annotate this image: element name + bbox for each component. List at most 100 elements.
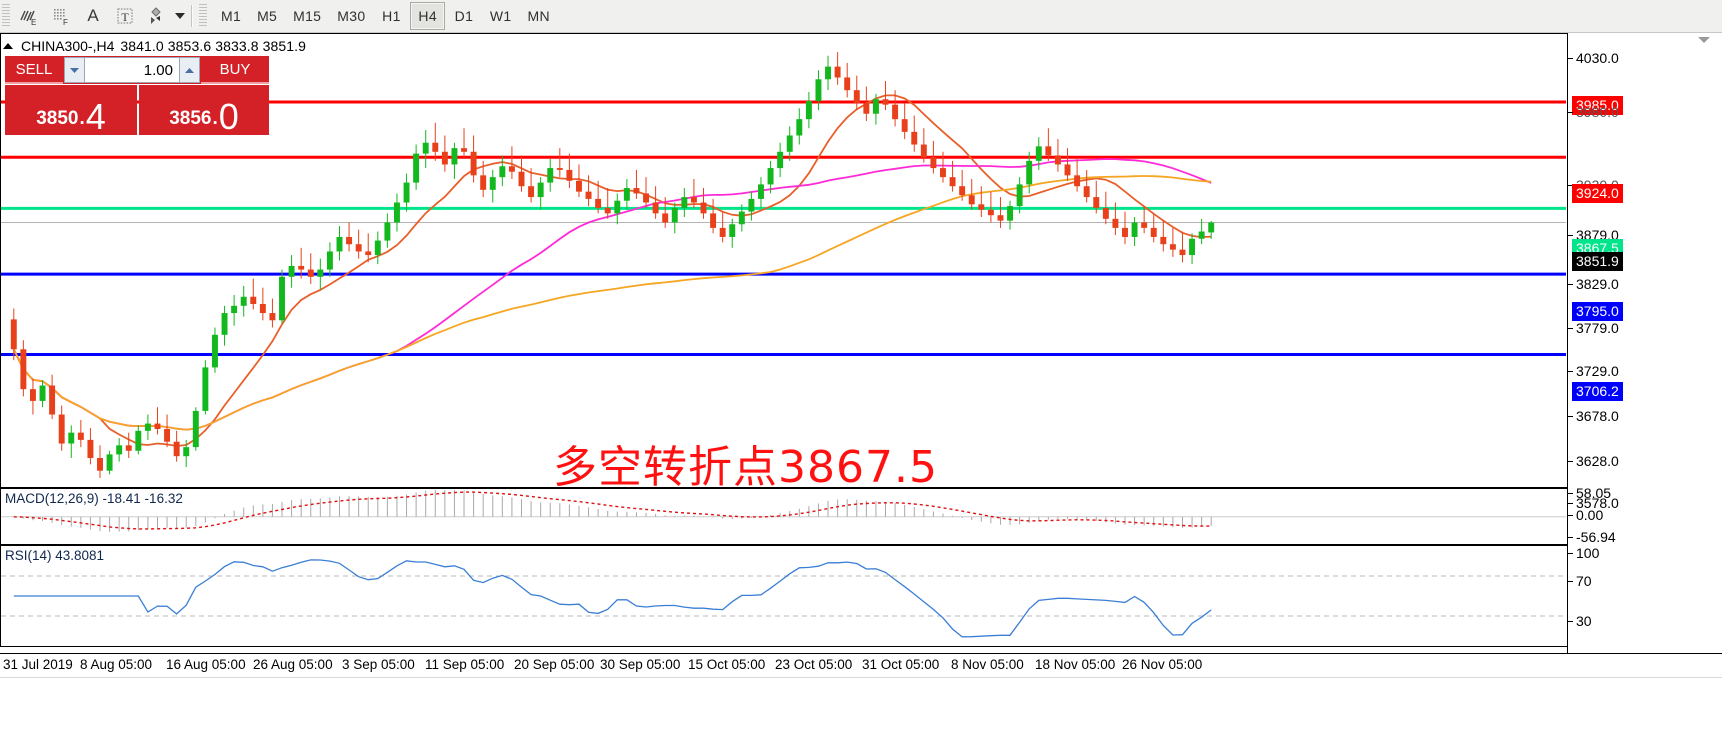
volume-input[interactable]: 1.00 [85, 57, 179, 83]
price-tick-3706-2[interactable]: 3706.2 [1568, 381, 1623, 401]
macd-pane[interactable] [0, 488, 1567, 545]
candle-body [1141, 222, 1148, 228]
sell-button[interactable]: SELL [5, 56, 63, 84]
candle-body [49, 385, 56, 415]
candle-body [681, 197, 688, 208]
rsi-pane[interactable] [0, 545, 1567, 647]
candle-body [97, 458, 103, 471]
time-label: 3 Sep 05:00 [342, 657, 415, 672]
timeframe-button-d1[interactable]: D1 [454, 8, 474, 24]
candle-body [997, 215, 1004, 221]
timeframe-button-h1[interactable]: H1 [382, 8, 401, 24]
timeframe-grip[interactable] [199, 4, 207, 28]
candle-body [154, 423, 161, 430]
candle-body [202, 367, 209, 411]
crosshair-grid-icon[interactable]: F [45, 2, 77, 30]
chart-area[interactable]: MACD(12,26,9) -18.41 -16.32 RSI(14) 43.8… [0, 33, 1722, 753]
time-label: 30 Sep 05:00 [600, 657, 681, 672]
candle-body [796, 119, 803, 136]
candle-body [432, 142, 439, 152]
buy-button[interactable]: BUY [201, 56, 269, 84]
one-click-trading-panel[interactable]: SELL 1.00 BUY 3850 . 4 [5, 56, 269, 135]
rsi-line [13, 559, 1212, 638]
candle-body [777, 151, 784, 169]
sell-price-display[interactable]: 3850 . 4 [5, 85, 137, 135]
macd-label: MACD(12,26,9) -18.41 -16.32 [5, 491, 183, 506]
svg-text:E: E [31, 18, 36, 27]
volume-stepper[interactable]: 1.00 [63, 56, 201, 84]
candle-body [365, 251, 372, 256]
candle-body [1131, 222, 1138, 237]
candle-body [853, 90, 860, 103]
chart-bottom-strip [0, 677, 1722, 753]
candle-body [595, 198, 602, 208]
candle-body [671, 207, 678, 223]
volume-increase-button[interactable] [179, 57, 200, 83]
text-label-icon[interactable]: A [87, 6, 99, 25]
indicator-tick-58m05: 58.05 [1568, 485, 1611, 501]
tick-mark [1568, 552, 1573, 554]
price-tick-3851-9[interactable]: 3851.9 [1568, 251, 1623, 271]
text-box-icon[interactable]: T [109, 2, 141, 30]
price-tick-label: 3795.0 [1572, 301, 1623, 321]
candle-body [1160, 236, 1167, 245]
price-tick-label: 3980.0 [1576, 104, 1619, 120]
candle-body [10, 319, 17, 350]
candle-body [1045, 146, 1052, 156]
objects-dropdown-caret-icon[interactable] [173, 2, 187, 30]
price-tick-3985-0[interactable]: 3985.0 [1568, 95, 1623, 115]
toolbar-grip[interactable] [2, 4, 10, 28]
candle-body [87, 439, 94, 459]
indicator-tick-label: 70 [1576, 573, 1592, 589]
price-tick-3924-0[interactable]: 3924.0 [1568, 183, 1623, 203]
time-label: 8 Nov 05:00 [951, 657, 1024, 672]
price-tick-label: 3706.2 [1572, 381, 1623, 401]
candle-body [192, 410, 199, 448]
time-label: 11 Sep 05:00 [425, 657, 505, 672]
chart-collapse-arrow-icon[interactable] [1698, 37, 1710, 43]
volume-decrease-button[interactable] [64, 57, 85, 83]
timeframe-button-mn[interactable]: MN [527, 8, 550, 24]
timeframe-button-h4[interactable]: H4 [410, 2, 445, 30]
price-tick-3795-0[interactable]: 3795.0 [1568, 301, 1623, 321]
candle-body [422, 142, 429, 154]
timeframe-button-m30[interactable]: M30 [337, 8, 366, 24]
candle-body [20, 349, 27, 390]
candle-body [758, 184, 764, 199]
price-scale[interactable]: 4030.03985.03980.03930.03924.03879.03867… [1567, 33, 1722, 653]
timeframe-button-w1[interactable]: W1 [489, 8, 512, 24]
tick-mark [1568, 57, 1573, 59]
buy-price-display[interactable]: 3856 . 0 [139, 85, 269, 135]
candle-body [604, 207, 611, 214]
candle-body [815, 79, 822, 102]
tick-mark [1568, 492, 1573, 494]
price-tick-label: 3924.0 [1572, 183, 1623, 203]
candle-body [346, 236, 353, 245]
candle-body [1169, 244, 1176, 250]
candle-body [374, 240, 381, 256]
candle-body [1208, 222, 1215, 233]
candle-body [614, 200, 621, 214]
candle-body [566, 169, 573, 181]
time-label: 23 Oct 05:00 [775, 657, 853, 672]
time-label: 31 Oct 05:00 [862, 657, 940, 672]
candle-body [298, 265, 305, 270]
timeframe-button-m15[interactable]: M15 [293, 8, 322, 24]
candle-body [307, 269, 314, 277]
timeframe-button-m5[interactable]: M5 [257, 8, 278, 24]
collapse-triangle-icon[interactable] [3, 42, 13, 49]
oct-controls-row: SELL 1.00 BUY [5, 56, 269, 84]
objects-icon[interactable] [141, 2, 173, 30]
candle-body [441, 151, 448, 165]
tick-mark [1568, 502, 1573, 504]
timeframe-button-m1[interactable]: M1 [221, 8, 242, 24]
candle-body [825, 66, 832, 80]
time-scale[interactable]: 31 Jul 2019 8 Aug 05:00 16 Aug 05:00 26 Aug… [0, 653, 1722, 677]
candle-body [39, 385, 46, 401]
candle-body [393, 202, 400, 223]
candle-body [183, 447, 190, 457]
indicators-icon[interactable]: E [13, 2, 45, 30]
candle-body [384, 222, 391, 241]
time-label: 18 Nov 05:00 [1035, 657, 1116, 672]
